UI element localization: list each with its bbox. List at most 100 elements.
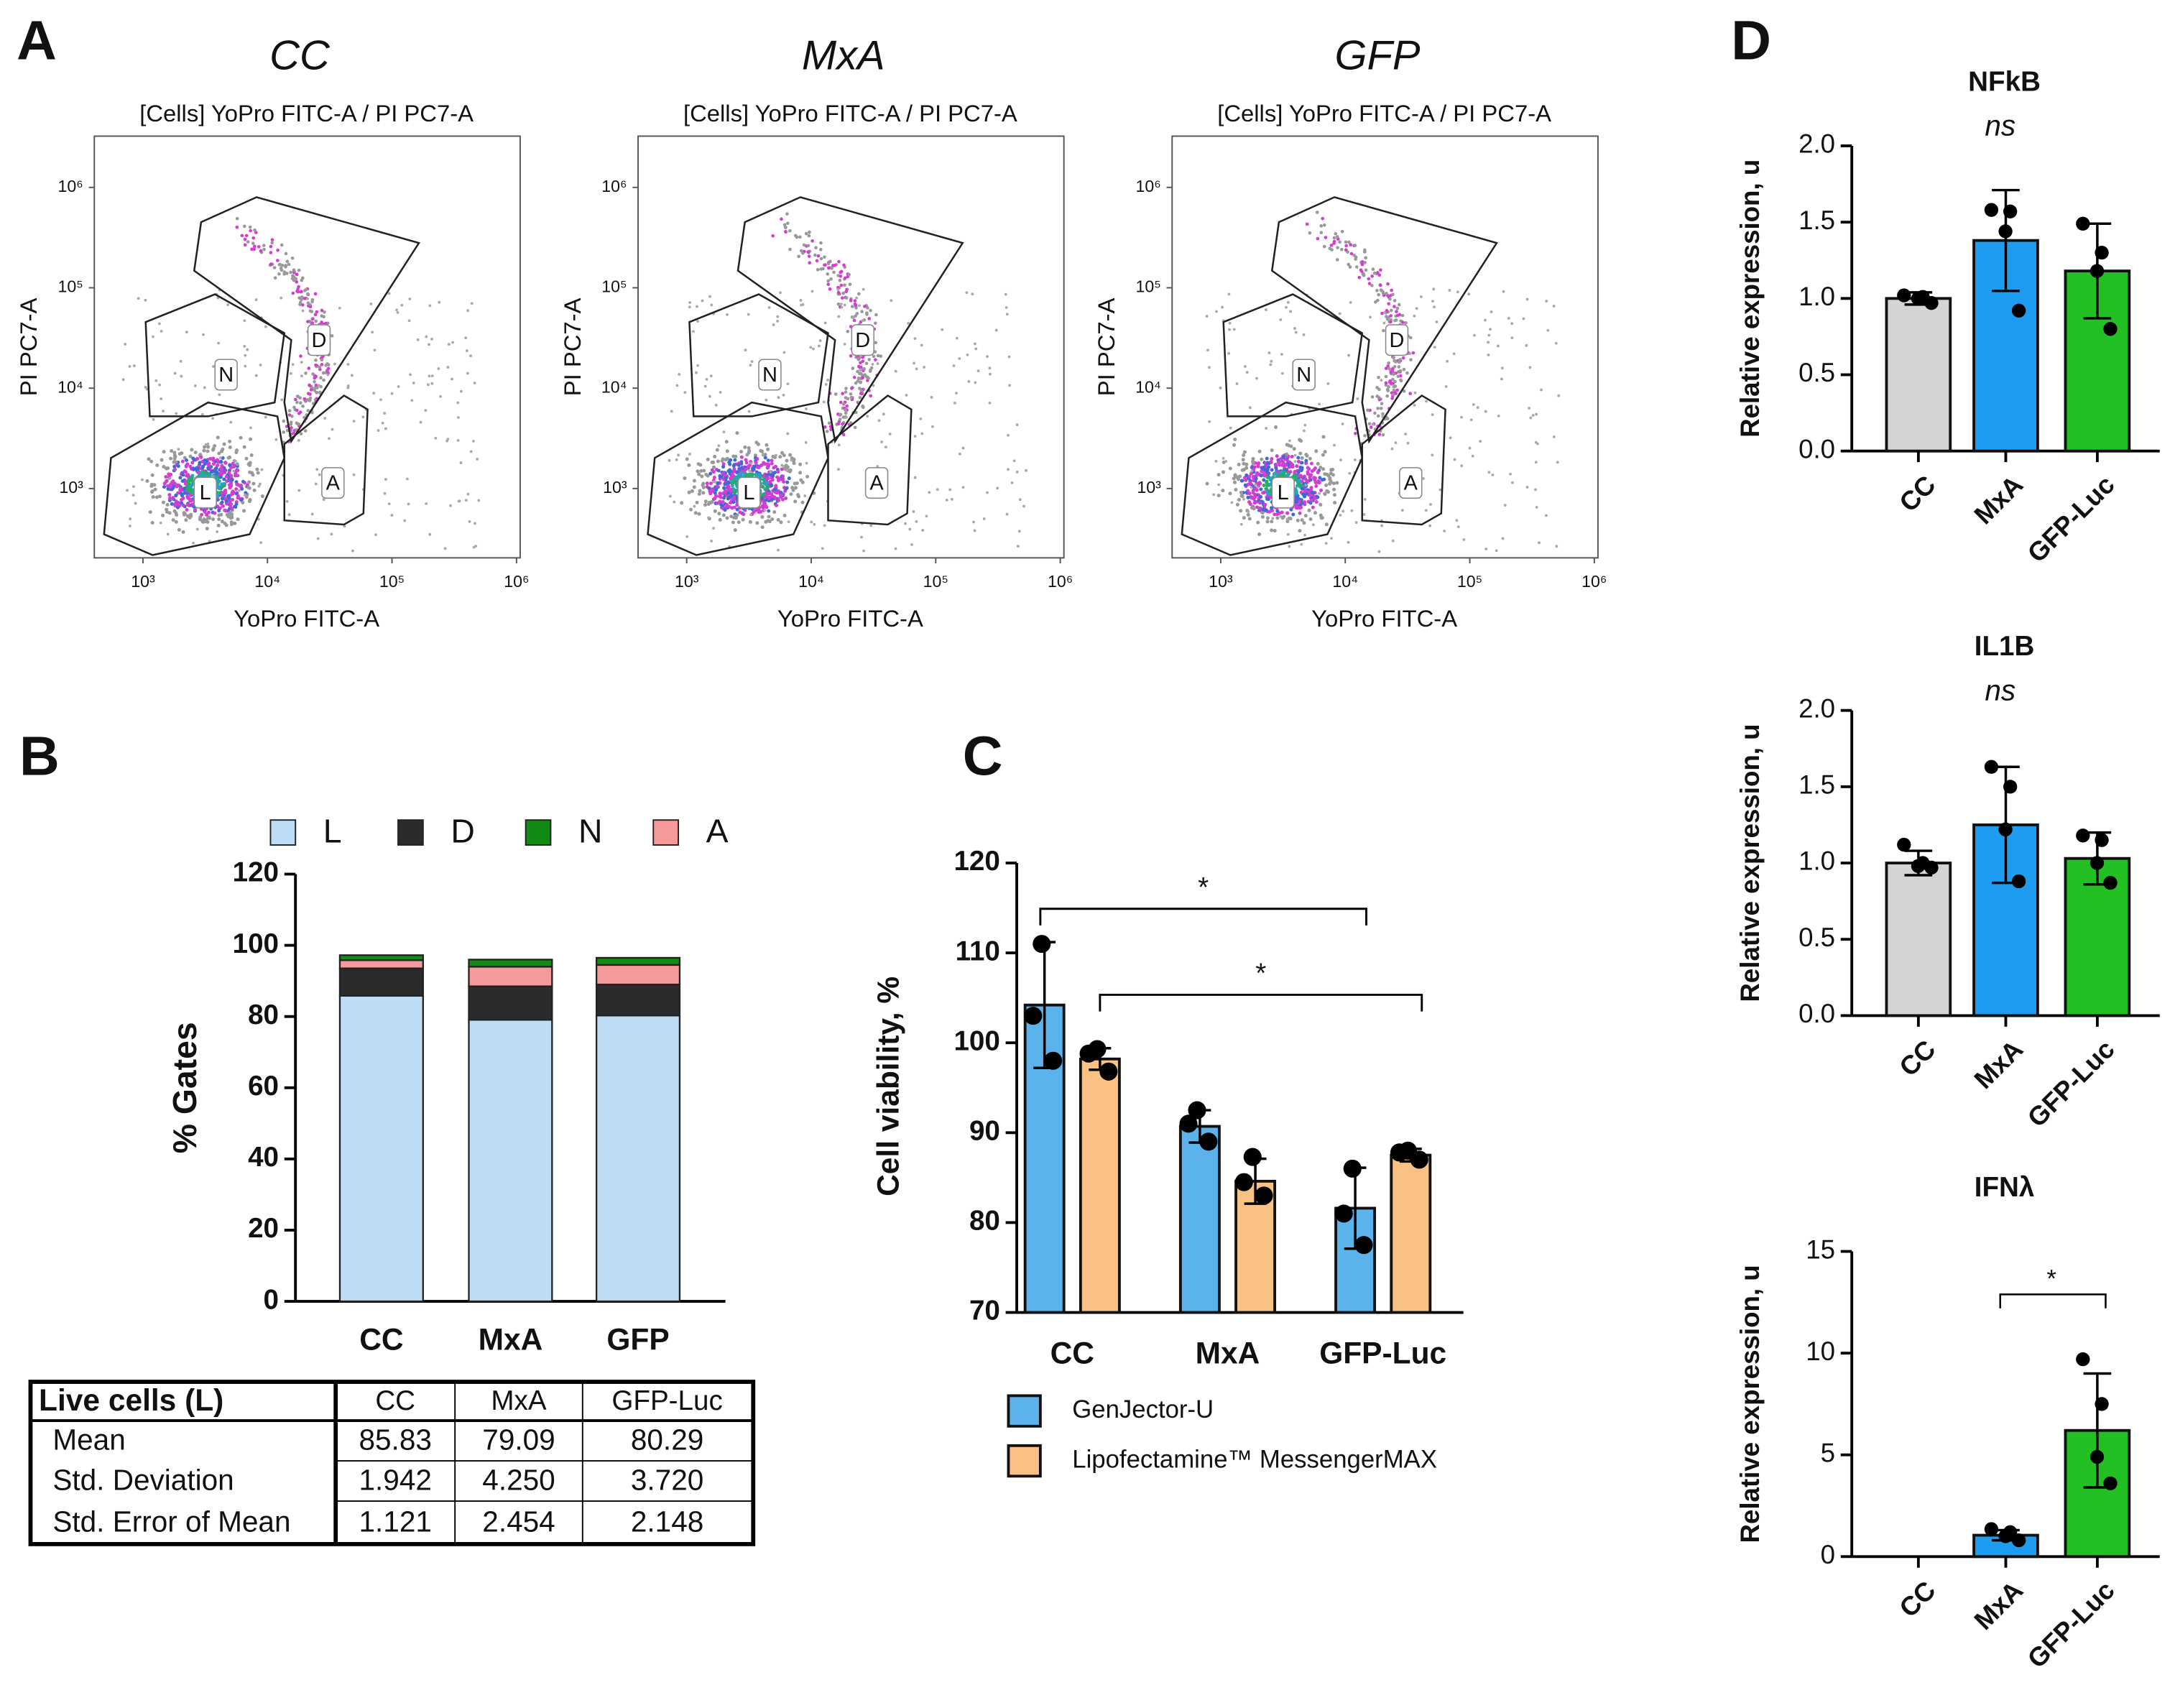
event-dot — [779, 520, 783, 525]
event-dot — [688, 305, 691, 309]
event-dot — [1534, 488, 1537, 491]
event-dot — [726, 313, 729, 316]
event-dot — [176, 464, 180, 468]
event-dot — [1261, 466, 1265, 470]
event-dot — [837, 259, 841, 264]
event-dot — [1408, 336, 1413, 340]
event-dot — [727, 504, 731, 509]
event-dot — [351, 549, 354, 553]
event-dot — [1433, 305, 1436, 309]
event-dot — [1308, 501, 1313, 505]
event-dot — [1290, 465, 1295, 469]
event-dot — [165, 507, 169, 512]
event-dot — [1507, 317, 1510, 320]
event-dot — [247, 480, 251, 484]
event-dot — [428, 374, 431, 378]
bar — [1885, 297, 1952, 453]
event-dot — [1382, 321, 1386, 325]
event-dot — [247, 486, 251, 490]
event-dot — [303, 397, 307, 401]
event-dot — [798, 471, 803, 475]
event-dot — [700, 474, 704, 479]
y-tick-label: 10³ — [59, 478, 83, 497]
event-dot — [217, 341, 221, 345]
event-dot — [715, 484, 719, 489]
bar-segment — [468, 985, 553, 1021]
event-dot — [1278, 463, 1282, 467]
event-dot — [137, 297, 140, 300]
event-dot — [1491, 474, 1495, 476]
event-dot — [765, 398, 768, 402]
event-dot — [295, 290, 299, 293]
event-dot — [846, 329, 850, 333]
table-cell: 4.250 — [482, 1464, 555, 1497]
event-dot — [174, 520, 178, 524]
event-dot — [284, 264, 287, 267]
event-dot — [371, 331, 374, 334]
event-dot — [1290, 454, 1294, 458]
event-dot — [1349, 300, 1352, 304]
event-dot — [747, 313, 750, 316]
event-dot — [786, 432, 790, 435]
event-dot — [1304, 453, 1308, 457]
event-dot — [847, 272, 851, 277]
event-dot — [203, 509, 207, 514]
event-dot — [1321, 467, 1326, 471]
event-dot — [1242, 453, 1246, 458]
event-dot — [767, 495, 771, 499]
event-dot — [320, 363, 324, 366]
event-dot — [282, 430, 285, 434]
event-dot — [169, 456, 173, 461]
data-point — [1024, 1007, 1043, 1025]
data-point — [2076, 216, 2090, 231]
event-dot — [813, 522, 816, 526]
event-dot — [769, 483, 774, 487]
event-dot — [175, 502, 180, 507]
event-dot — [840, 296, 844, 300]
event-dot — [1224, 460, 1228, 463]
event-dot — [1293, 460, 1297, 463]
event-dot — [711, 460, 716, 464]
event-dot — [708, 491, 713, 496]
event-dot — [813, 253, 817, 257]
event-dot — [1322, 244, 1326, 249]
event-dot — [742, 512, 746, 517]
event-dot — [1411, 351, 1416, 355]
event-dot — [785, 480, 790, 484]
panel-label: B — [19, 726, 60, 788]
event-dot — [149, 490, 154, 494]
event-dot — [244, 234, 249, 238]
event-dot — [1500, 377, 1503, 381]
event-dot — [1303, 500, 1307, 504]
event-dot — [950, 497, 953, 501]
event-dot — [973, 342, 976, 346]
event-dot — [837, 315, 841, 318]
data-point — [2089, 1449, 2105, 1464]
significance-label: * — [1198, 872, 1209, 903]
event-dot — [352, 473, 356, 476]
event-dot — [721, 513, 726, 517]
event-dot — [822, 400, 826, 404]
event-dot — [1402, 389, 1406, 393]
event-dot — [1336, 246, 1339, 249]
event-dot — [759, 496, 764, 500]
event-dot — [1254, 483, 1257, 486]
event-dot — [711, 487, 715, 491]
event-dot — [1216, 494, 1221, 498]
event-dot — [1371, 423, 1375, 426]
event-dot — [861, 355, 865, 359]
y-tick-label: 10⁴ — [57, 377, 83, 396]
event-dot — [735, 507, 739, 512]
event-dot — [1279, 318, 1283, 321]
event-dot — [249, 453, 254, 457]
event-dot — [1242, 497, 1245, 501]
event-dot — [814, 246, 818, 250]
event-dot — [1374, 300, 1377, 304]
event-dot — [829, 428, 833, 431]
x-tick-label: 10⁵ — [923, 572, 948, 591]
event-dot — [1316, 461, 1320, 466]
event-dot — [774, 490, 778, 494]
event-dot — [167, 493, 172, 497]
event-dot — [706, 474, 710, 478]
event-dot — [338, 306, 341, 310]
